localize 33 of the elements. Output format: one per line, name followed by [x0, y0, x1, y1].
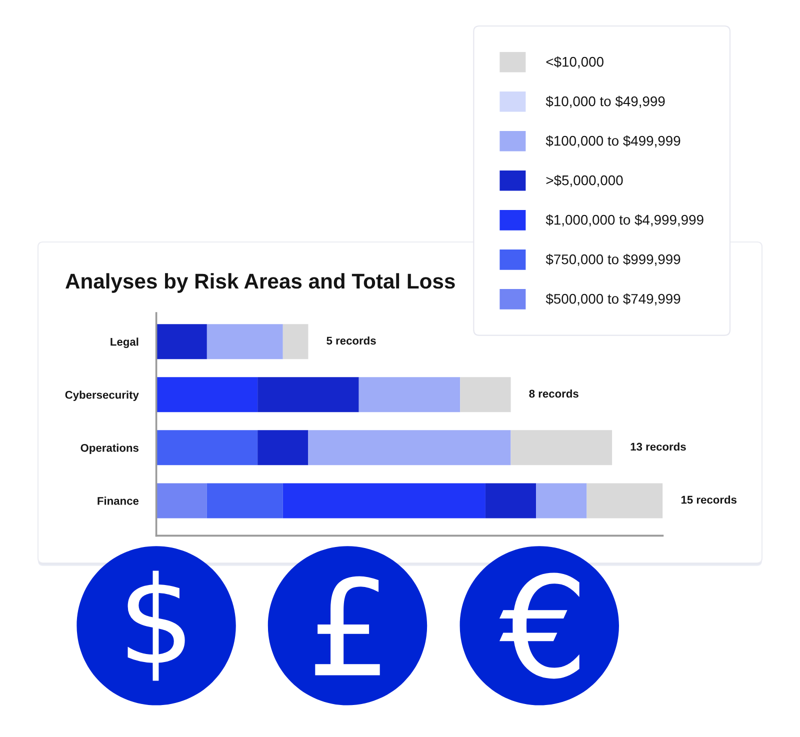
y-tick-label: Cybersecurity	[65, 390, 139, 401]
legend-label: $500,000 to $749,999	[546, 293, 680, 306]
bar	[156, 324, 207, 360]
bar	[358, 377, 460, 412]
y-tick-label: Operations	[80, 444, 138, 454]
bar	[258, 430, 308, 466]
bar	[485, 483, 536, 518]
annotation: 13 records	[630, 442, 686, 451]
bar	[258, 377, 359, 412]
bar	[282, 324, 308, 360]
legend-label: $10,000 to $49,999	[546, 96, 665, 108]
bar	[156, 483, 207, 518]
legend-label: $750,000 to $999,999	[546, 254, 680, 266]
annotation: 8 records	[529, 389, 578, 398]
bar	[460, 377, 511, 412]
bar	[308, 430, 511, 466]
bar	[156, 430, 258, 466]
legend-label: <$10,000	[546, 56, 604, 68]
y-tick-label: Finance	[98, 496, 139, 505]
legend-label: >$5,000,000	[546, 174, 623, 187]
bar	[156, 377, 258, 412]
bar	[206, 483, 283, 518]
bar	[206, 324, 283, 360]
y-tick-label: Legal	[110, 338, 138, 348]
annotation: 15 records	[681, 496, 737, 504]
chart-title: Analyses by Risk Areas and Total Loss	[66, 273, 455, 293]
bar	[536, 483, 587, 518]
bar	[282, 483, 486, 518]
annotation: 5 records	[326, 336, 376, 345]
bar	[586, 483, 663, 518]
bar	[510, 430, 612, 466]
legend-label: $100,000 to $499,999	[546, 135, 680, 148]
legend-label: $1,000,000 to $4,999,999	[546, 214, 704, 226]
